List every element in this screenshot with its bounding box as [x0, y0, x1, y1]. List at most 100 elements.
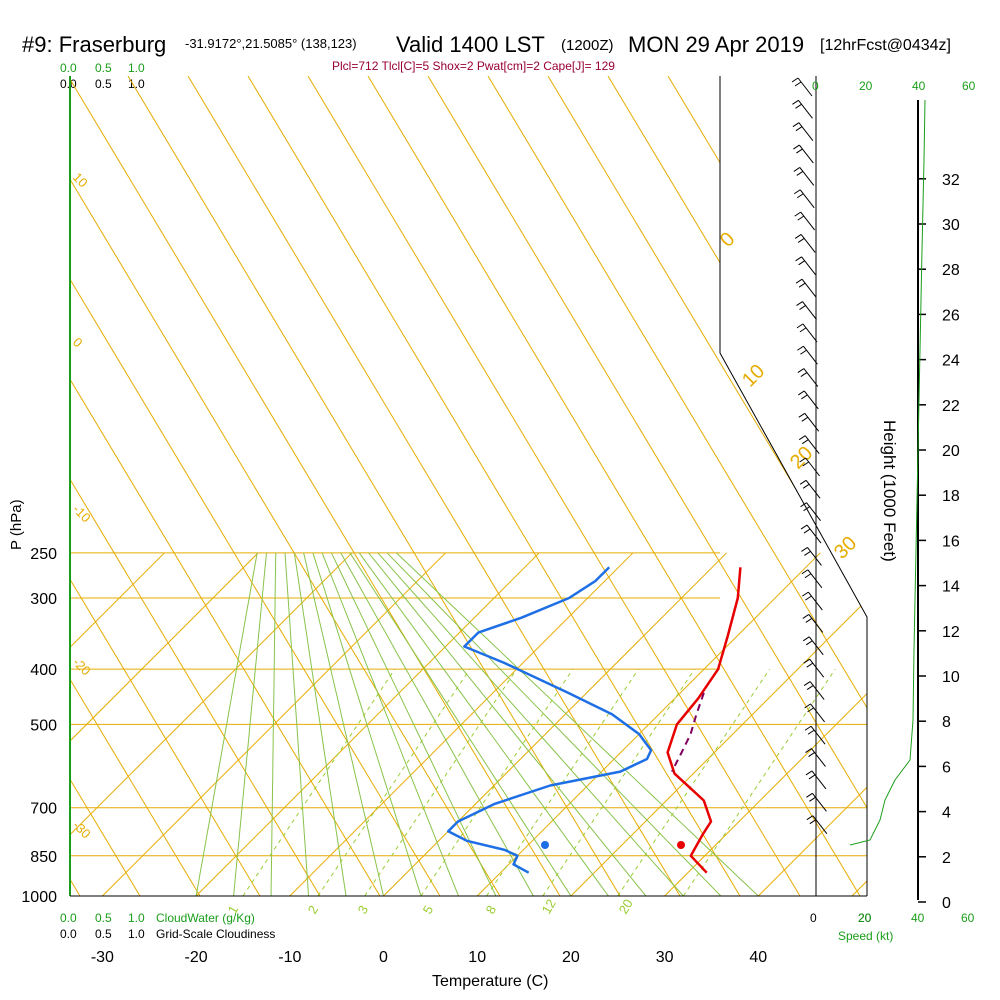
mixing-ratio-line-5 — [542, 668, 696, 896]
x-axis-label: Temperature (C) — [432, 973, 548, 990]
wind-barb-26 — [809, 658, 825, 678]
wind-barb-2 — [798, 122, 814, 142]
top-cw-tick-1: 0.5 — [95, 61, 112, 75]
wind-barb-16 — [804, 435, 820, 454]
bot-speed-green-1: 40 — [911, 911, 925, 925]
bot-speed-green-0: 20 — [858, 911, 872, 925]
bot-speed-black-1: 20 — [858, 911, 872, 925]
dry-adiabat-7 — [247, 76, 741, 896]
bottom-speed-scale: 0 20 20 40 60 Speed (kt) — [810, 911, 975, 943]
moist-adiabat-24 — [358, 552, 609, 896]
moist-adiabat-28 — [368, 552, 647, 896]
isotherm--10 — [289, 552, 634, 896]
bot-cw-tick-0: 0.0 — [60, 911, 77, 925]
moist-adiabat-20 — [349, 552, 572, 896]
moist-adiabat-0 — [303, 552, 384, 896]
dry-adiabat-2 — [70, 76, 441, 896]
isotherm-label-1: 0 — [70, 335, 86, 351]
isotherm-30 — [664, 552, 867, 896]
isotherm--60 — [70, 552, 165, 896]
wind-barb-19 — [806, 502, 821, 522]
dry-adiabat-9 — [367, 76, 861, 896]
mixing-ratio-line-7 — [682, 668, 836, 896]
height-tick-label-28: 28 — [942, 262, 960, 279]
header-indices: Plcl=712 Tlcl[C]=5 Shox=2 Pwat[cm]=2 Cap… — [332, 59, 615, 73]
header-coords: -31.9172°,21.5085° (138,123) — [185, 36, 357, 51]
moist-adiabat--16 — [233, 552, 267, 896]
height-tick-label-16: 16 — [942, 533, 960, 550]
top-speed-ticks: 0 20 40 60 — [812, 79, 976, 93]
mixing-ratio-line-0 — [242, 668, 396, 896]
isotherm-label-2: -10 — [70, 502, 94, 526]
moist-adiabat--20 — [195, 552, 258, 896]
wind-barb-17 — [805, 457, 821, 477]
bottom-cloud-scale: 0.0 0.5 1.0 CloudWater (g/Kg) 0.0 0.5 1.… — [60, 911, 275, 941]
y-tick-850: 850 — [30, 849, 57, 866]
top-speed-1: 20 — [859, 79, 873, 93]
dry-adiabat-4 — [70, 76, 561, 896]
wind-barb-33 — [812, 815, 828, 834]
height-tick-label-8: 8 — [942, 714, 951, 731]
surface-marker-dewpoint — [541, 841, 549, 849]
dry-adiabat--2 — [70, 76, 201, 896]
x-tick-20: 20 — [562, 949, 580, 966]
cloudwater-label: CloudWater (g/Kg) — [156, 911, 255, 925]
dry-adiabat--5 — [0, 76, 20, 896]
top-cw-tick-2: 1.0 — [128, 61, 145, 75]
height-tick-label-32: 32 — [942, 172, 960, 189]
series-temperature — [666, 567, 742, 874]
wind-barb-7 — [800, 234, 816, 253]
isotherm-60 — [946, 553, 1000, 896]
y-tick-250: 250 — [30, 546, 57, 563]
isotherm--20 — [195, 552, 540, 896]
y-axis-ticks: 250 300 400 500 700 850 1000 — [21, 546, 57, 906]
wind-barb-20 — [806, 524, 822, 544]
top-cw-tick-0: 0.0 — [60, 61, 77, 75]
moist-adiabat--4 — [293, 552, 347, 896]
dry-adiabat-6 — [187, 76, 681, 896]
wind-barb-23 — [807, 591, 823, 611]
isobar-lines — [70, 552, 867, 897]
isotherm-label-5: 0 — [716, 228, 739, 251]
header-valid: Valid 1400 LST — [396, 32, 545, 57]
cloudwater-profile — [849, 99, 926, 846]
x-tick-10: 10 — [468, 949, 486, 966]
sounding-series — [446, 566, 742, 874]
height-tick-label-4: 4 — [942, 805, 951, 822]
height-tick-label-0: 0 — [942, 895, 951, 912]
wind-barb-24 — [808, 614, 824, 633]
wind-barb-8 — [801, 256, 816, 276]
height-tick-label-6: 6 — [942, 759, 951, 776]
isotherm--40 — [70, 552, 353, 896]
surface-marker-temperature — [677, 841, 685, 849]
bot-cl-tick-1: 0.5 — [95, 927, 112, 941]
moist-adiabat-36 — [386, 552, 722, 896]
mixing-ratio-label-4: 8 — [483, 903, 500, 917]
mixing-ratio-label-5: 12 — [539, 896, 559, 916]
mixing-ratio-line-6 — [617, 668, 771, 896]
y-axis-label: P (hPa) — [8, 499, 25, 550]
x-axis-ticks: -30 -20 -10 0 10 20 30 40 — [91, 949, 767, 966]
x-tick-40: 40 — [749, 949, 767, 966]
x-tick-0: 0 — [379, 949, 388, 966]
height-tick-label-24: 24 — [942, 353, 960, 370]
isotherm-label-4: -30 — [70, 818, 94, 842]
dry-adiabat--4 — [70, 76, 81, 896]
wind-barb-22 — [807, 569, 823, 589]
wind-barb-30 — [811, 748, 826, 767]
y-tick-700: 700 — [30, 801, 57, 818]
moist-adiabat-8 — [321, 552, 459, 896]
wind-barb-11 — [802, 323, 818, 343]
dry-adiabat-0 — [70, 76, 321, 896]
wind-barbs — [791, 77, 828, 834]
moist-adiabat-40 — [395, 552, 759, 896]
mixing-ratio-line-3 — [420, 668, 574, 896]
top-cl-tick-2: 1.0 — [128, 77, 145, 91]
height-tick-label-18: 18 — [942, 488, 960, 505]
top-speed-2: 40 — [912, 79, 926, 93]
dry-adiabat-10 — [427, 76, 867, 896]
top-cl-tick-1: 0.5 — [95, 77, 112, 91]
mixing-ratio-line-1 — [317, 668, 471, 896]
